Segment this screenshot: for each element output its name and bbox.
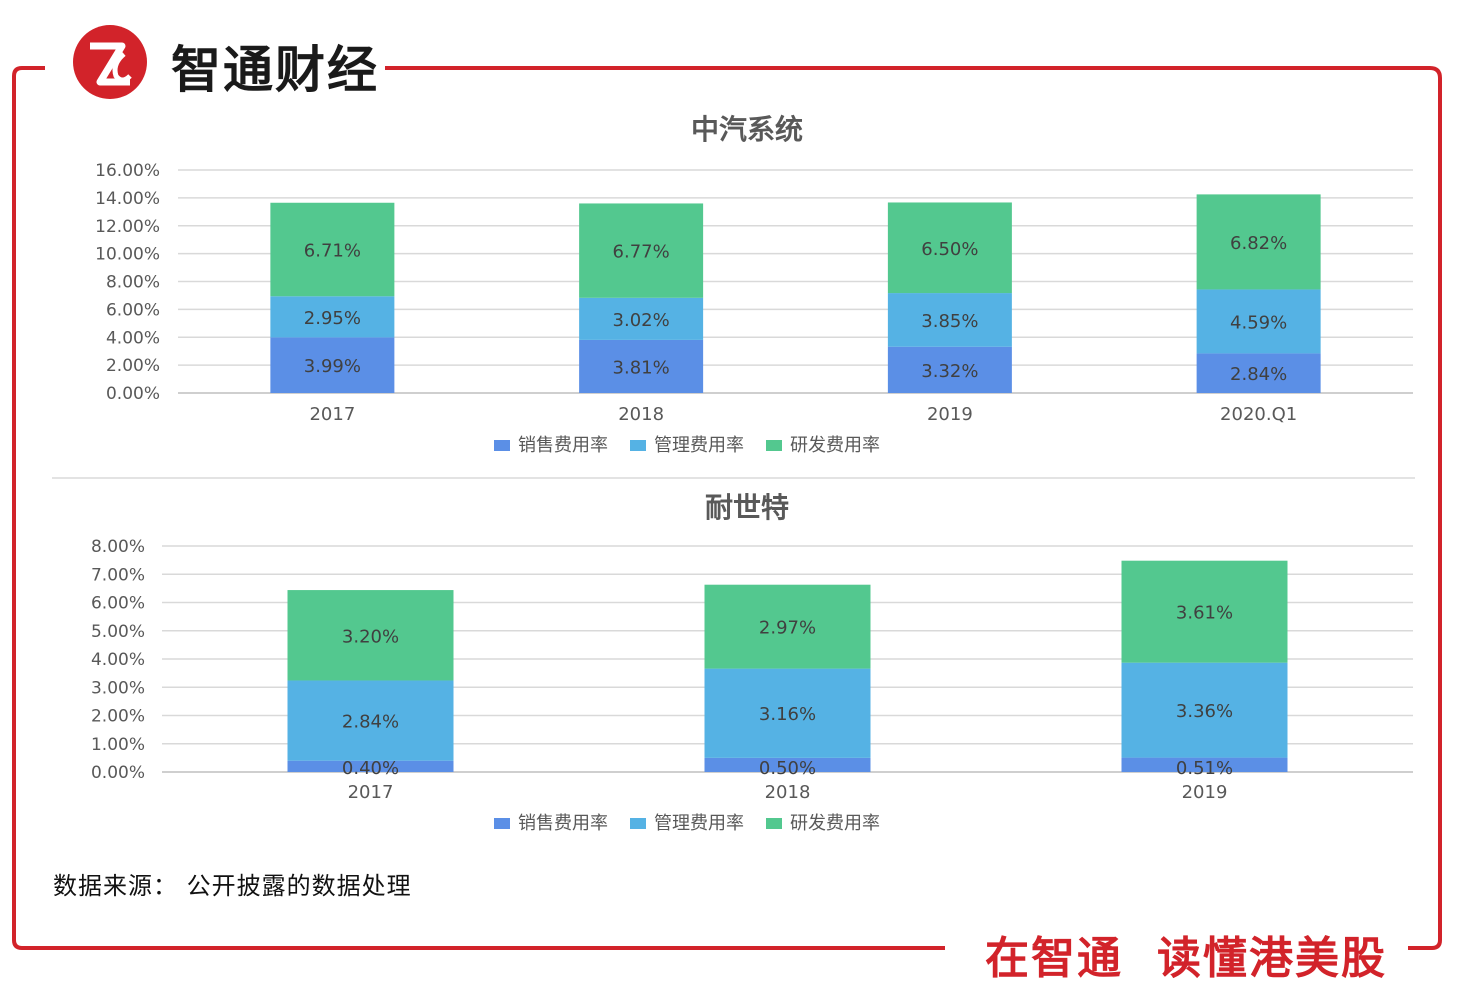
bar-segment	[704, 757, 871, 772]
bar-segment	[887, 346, 1012, 393]
data-label: 3.32%	[921, 361, 978, 382]
bar-segment	[1196, 289, 1321, 354]
chart-title: 中汽系统	[691, 113, 803, 146]
y-tick-label: 4.00%	[91, 650, 145, 670]
x-tick-label: 2018	[618, 404, 664, 425]
data-label: 3.02%	[613, 310, 670, 331]
data-label: 6.82%	[1230, 233, 1287, 254]
legend-item: 管理费用率	[654, 435, 744, 456]
data-label: 3.61%	[1176, 603, 1233, 624]
bar-segment	[1121, 560, 1288, 663]
data-label: 3.81%	[613, 357, 670, 378]
slogan: 在智通 读懂港美股	[973, 922, 1399, 986]
legend-item: 研发费用率	[790, 435, 880, 456]
x-tick-label: 2017	[348, 782, 394, 803]
y-tick-label: 8.00%	[106, 273, 160, 293]
chart-zhongqi: 中汽系统 0.00% 2.00% 4.00% 6.00% 8.00% 10.00% 12.00…	[95, 113, 1413, 456]
y-tick-label: 16.00%	[95, 161, 160, 181]
data-source-note: 数据来源： 公开披露的数据处理	[53, 872, 412, 900]
bar-segment	[704, 584, 871, 669]
bar-segment	[887, 202, 1012, 294]
zhitong-logo-icon	[72, 20, 148, 100]
y-tick-label: 3.00%	[91, 678, 145, 698]
legend-item: 销售费用率	[518, 813, 608, 834]
y-tick-label: 6.00%	[91, 594, 145, 614]
bar-segment	[270, 296, 395, 338]
data-label: 0.40%	[342, 758, 399, 779]
data-label: 2.84%	[342, 712, 399, 733]
data-label: 0.50%	[759, 758, 816, 779]
data-label: 4.59%	[1230, 312, 1287, 333]
y-tick-label: 12.00%	[95, 217, 160, 237]
bar-segment	[270, 202, 395, 297]
bar-segment	[579, 339, 704, 393]
x-tick-label: 2019	[1182, 782, 1228, 803]
legend-swatch	[766, 440, 782, 451]
bar-segment	[1196, 194, 1321, 290]
data-label: 2.84%	[1230, 364, 1287, 385]
x-tick-label: 2017	[309, 404, 355, 425]
bar-segment	[887, 293, 1012, 347]
y-tick-label: 6.00%	[106, 300, 160, 320]
bar-segment	[1121, 662, 1288, 758]
legend-swatch	[766, 818, 782, 829]
y-tick-label: 0.00%	[106, 384, 160, 404]
legend-item: 管理费用率	[654, 813, 744, 834]
y-tick-label: 1.00%	[91, 735, 145, 755]
x-tick-label: 2018	[765, 782, 811, 803]
y-tick-label: 8.00%	[91, 537, 145, 557]
data-label: 6.77%	[613, 242, 670, 263]
legend-swatch	[630, 440, 646, 451]
y-tick-label: 10.00%	[95, 245, 160, 265]
legend-item: 销售费用率	[518, 435, 608, 456]
bar-segment	[579, 297, 704, 340]
data-label: 3.20%	[342, 626, 399, 647]
data-label: 3.85%	[921, 311, 978, 332]
legend-swatch	[494, 818, 510, 829]
bar-segment	[270, 337, 395, 393]
chart-nexteer: 耐世特 0.00% 1.00% 2.00% 3.00% 4.00% 5.00% 6.00% 7.…	[91, 491, 1413, 834]
bar-segment	[287, 760, 454, 772]
y-tick-label: 5.00%	[91, 622, 145, 642]
data-label: 2.95%	[304, 308, 361, 329]
bar-segment	[579, 203, 704, 298]
y-tick-label: 0.00%	[91, 763, 145, 783]
data-label: 3.16%	[759, 704, 816, 725]
data-label: 3.36%	[1176, 701, 1233, 722]
bar-segment	[287, 590, 454, 681]
bar-segment	[704, 668, 871, 758]
data-label: 6.71%	[304, 241, 361, 262]
chart-title: 耐世特	[705, 491, 789, 524]
slogan-part2: 读懂港美股	[1157, 933, 1387, 984]
data-label: 3.99%	[304, 356, 361, 377]
legend-item: 研发费用率	[790, 813, 880, 834]
x-tick-label: 2019	[927, 404, 973, 425]
bar-segment	[1196, 353, 1321, 393]
y-tick-label: 7.00%	[91, 565, 145, 585]
y-tick-label: 2.00%	[91, 707, 145, 727]
data-label: 2.97%	[759, 618, 816, 639]
data-label: 6.50%	[921, 239, 978, 260]
x-tick-label: 2020.Q1	[1220, 404, 1297, 425]
y-tick-label: 2.00%	[106, 356, 160, 376]
brand-name: 智通财经	[165, 30, 385, 102]
legend-swatch	[630, 818, 646, 829]
slogan-part1: 在智通	[985, 933, 1123, 984]
bar-segment	[1121, 757, 1288, 772]
y-tick-label: 4.00%	[106, 328, 160, 348]
bar-segment	[287, 680, 454, 761]
data-label: 0.51%	[1176, 758, 1233, 779]
y-tick-label: 14.00%	[95, 189, 160, 209]
legend-swatch	[494, 440, 510, 451]
